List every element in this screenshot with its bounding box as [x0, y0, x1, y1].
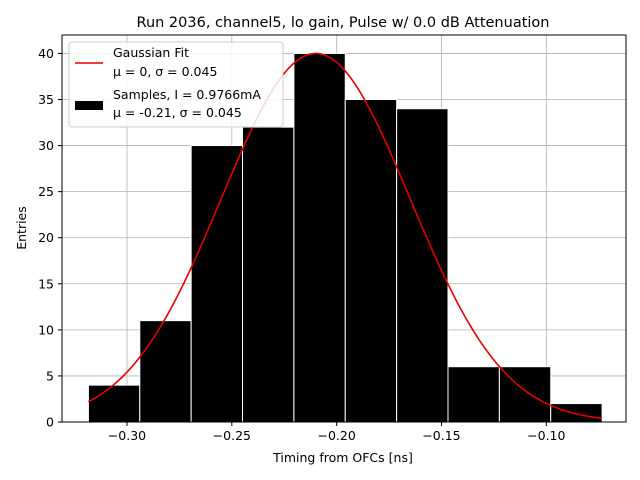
y-tick-label: 15 [38, 276, 54, 291]
chart-title: Run 2036, channel5, lo gain, Pulse w/ 0.… [137, 15, 550, 31]
legend-samples-swatch [75, 101, 103, 110]
legend-fit-stats: μ = 0, σ = 0.045 [113, 64, 217, 79]
legend-samples-stats: μ = -0.21, σ = 0.045 [113, 105, 242, 120]
y-axis-label: Entries [14, 206, 29, 250]
y-tick-label: 5 [46, 368, 54, 383]
x-tick-label: −0.15 [422, 428, 460, 443]
y-axis-ticks: 0 5 10 15 20 25 30 35 40 [38, 46, 62, 430]
y-tick-label: 20 [38, 230, 54, 245]
histogram-bar [550, 403, 603, 423]
x-tick-label: −0.10 [527, 428, 565, 443]
histogram-bar [344, 99, 398, 423]
histogram-bar [139, 320, 192, 423]
histogram-bar [396, 108, 449, 423]
histogram-bar [87, 384, 141, 423]
y-tick-label: 25 [38, 184, 54, 199]
histogram-bar [293, 52, 346, 423]
histogram-bar [447, 366, 500, 423]
legend: Gaussian Fit μ = 0, σ = 0.045 Samples, I… [68, 41, 284, 128]
legend-fit-name: Gaussian Fit [113, 45, 189, 60]
y-tick-label: 40 [38, 46, 54, 61]
x-tick-label: −0.30 [108, 428, 146, 443]
x-tick-label: −0.25 [213, 428, 251, 443]
histogram-bar [190, 145, 244, 423]
y-tick-label: 10 [38, 322, 54, 337]
y-tick-label: 35 [38, 92, 54, 107]
gaussian-fit-line [88, 52, 603, 420]
histogram-bars [87, 52, 603, 423]
legend-samples-name: Samples, I = 0.9766mA [113, 87, 261, 102]
plot-frame [61, 34, 627, 423]
y-tick-label: 30 [38, 138, 54, 153]
gaussian-fit [88, 52, 603, 420]
x-axis-label: Timing from OFCs [ns] [272, 450, 413, 465]
y-tick-label: 0 [46, 415, 54, 430]
x-tick-label: −0.20 [318, 428, 356, 443]
histogram-bar [242, 126, 295, 423]
legend-box [68, 41, 284, 128]
x-axis-ticks: −0.30 −0.25 −0.20 −0.15 −0.10 [108, 422, 566, 443]
